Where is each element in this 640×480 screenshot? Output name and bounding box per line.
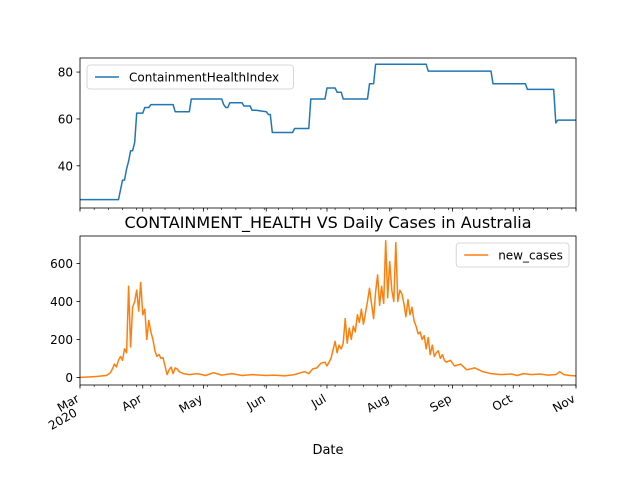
y-tick-label: 80	[58, 66, 73, 80]
axes-frame	[79, 57, 577, 209]
series-line-new_cases	[79, 239, 577, 379]
legend-label: ContainmentHealthIndex	[129, 71, 279, 85]
y-tick-label: 200	[50, 333, 73, 347]
legend-box	[455, 242, 570, 268]
legend-box	[86, 64, 294, 90]
axes-frame	[79, 235, 577, 386]
legend-label: new_cases	[498, 249, 563, 263]
series-line-ContainmentHealthIndex	[80, 63, 576, 201]
y-tick-label: 600	[50, 257, 73, 271]
x-axis-label: Date	[312, 443, 343, 458]
y-tick-label: 40	[58, 159, 73, 173]
top-axes: 40 60 80 ContainmentHealthIndex	[58, 57, 577, 212]
y-tick-label: 400	[50, 295, 73, 309]
x-tick-label: Jul	[308, 391, 328, 411]
y-tick-label: 0	[65, 371, 73, 385]
y-tick-label: 60	[58, 112, 73, 126]
chart-title: CONTAINMENT_HEALTH VS Daily Cases in Aus…	[124, 213, 531, 233]
